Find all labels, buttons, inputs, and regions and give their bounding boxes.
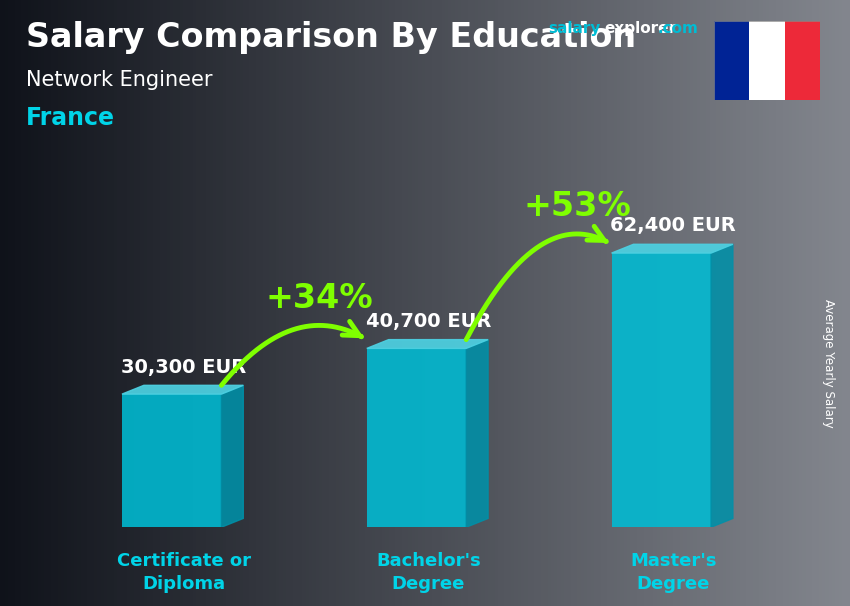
- Polygon shape: [221, 385, 243, 527]
- Bar: [611, 253, 711, 527]
- Bar: [785, 21, 820, 100]
- Text: France: France: [26, 106, 115, 130]
- Text: .com: .com: [658, 21, 699, 36]
- Polygon shape: [711, 244, 733, 527]
- Bar: [714, 21, 750, 100]
- Polygon shape: [122, 385, 243, 394]
- Text: explorer: explorer: [604, 21, 677, 36]
- Text: 40,700 EUR: 40,700 EUR: [366, 312, 491, 331]
- Polygon shape: [611, 244, 733, 253]
- Text: Certificate or
Diploma: Certificate or Diploma: [116, 552, 251, 593]
- Polygon shape: [366, 339, 488, 348]
- Text: Bachelor's
Degree: Bachelor's Degree: [376, 552, 481, 593]
- Text: +34%: +34%: [265, 282, 373, 315]
- Text: Master's
Degree: Master's Degree: [630, 552, 717, 593]
- Bar: [750, 21, 785, 100]
- Text: Average Yearly Salary: Average Yearly Salary: [822, 299, 836, 428]
- Text: 62,400 EUR: 62,400 EUR: [610, 216, 736, 236]
- Bar: [122, 394, 221, 527]
- Text: Salary Comparison By Education: Salary Comparison By Education: [26, 21, 636, 54]
- Text: +53%: +53%: [524, 190, 631, 224]
- Text: Network Engineer: Network Engineer: [26, 70, 212, 90]
- Text: salary: salary: [548, 21, 601, 36]
- Polygon shape: [466, 339, 488, 527]
- Bar: [366, 348, 466, 527]
- Text: 30,300 EUR: 30,300 EUR: [121, 358, 246, 376]
